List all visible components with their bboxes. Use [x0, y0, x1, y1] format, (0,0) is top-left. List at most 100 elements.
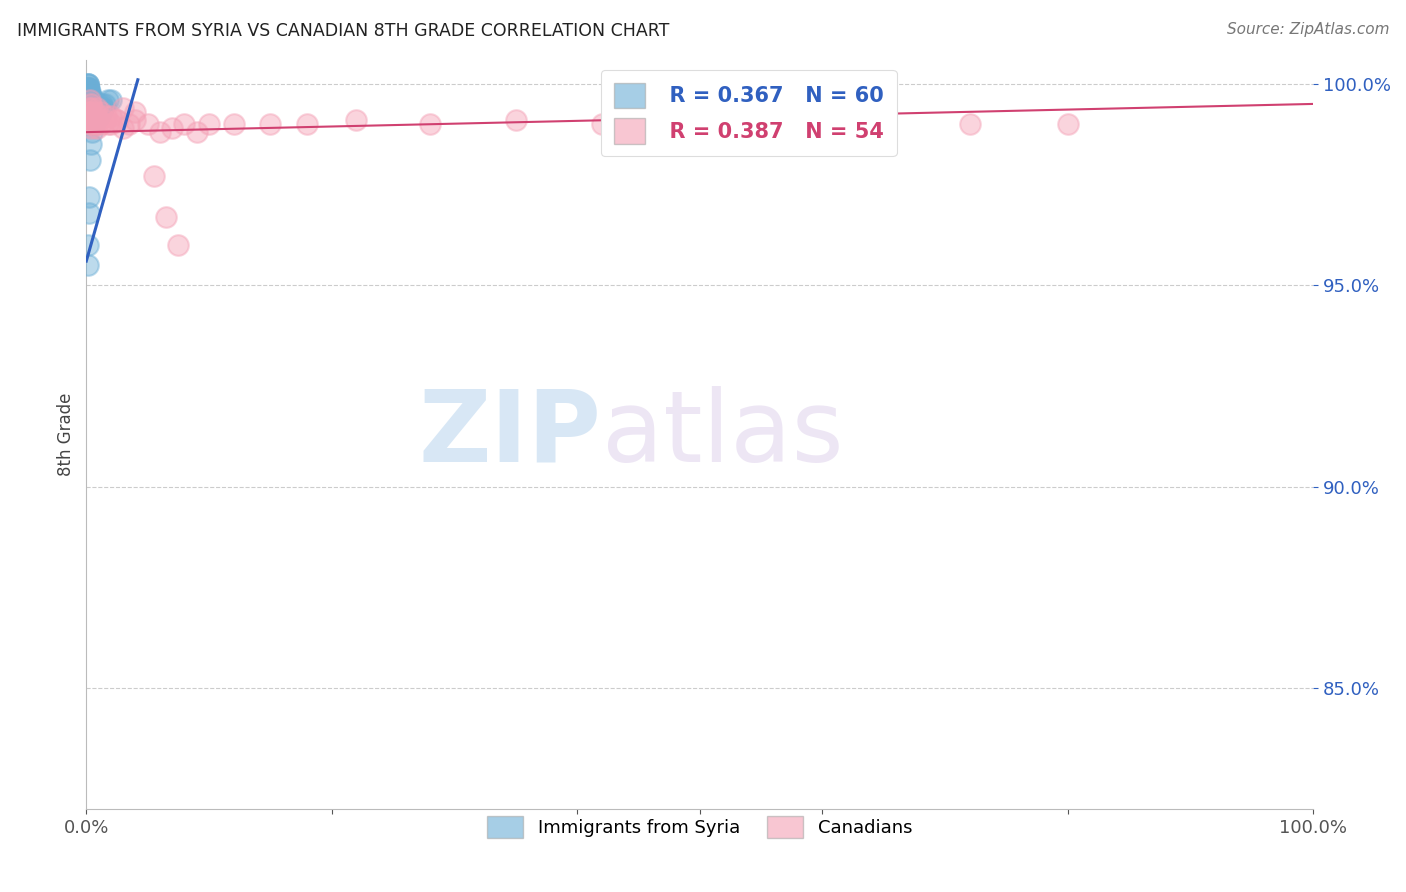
Point	[136, 117, 159, 131]
Point	[82, 93, 104, 107]
Point	[77, 80, 100, 95]
Point	[82, 113, 104, 128]
Point	[76, 88, 98, 103]
Point	[505, 113, 527, 128]
Point	[112, 101, 135, 115]
Point	[82, 97, 104, 112]
Point	[76, 238, 98, 252]
Point	[83, 93, 105, 107]
Point	[90, 117, 112, 131]
Point	[77, 88, 100, 103]
Point	[80, 101, 103, 115]
Point	[80, 121, 103, 136]
Point	[97, 117, 120, 131]
Point	[79, 97, 101, 112]
Point	[97, 93, 120, 107]
Point	[79, 85, 101, 99]
Point	[76, 88, 98, 103]
Point	[167, 238, 190, 252]
Point	[419, 117, 441, 131]
Point	[76, 85, 98, 99]
Point	[86, 121, 108, 136]
Text: Source: ZipAtlas.com: Source: ZipAtlas.com	[1226, 22, 1389, 37]
Point	[295, 117, 318, 131]
Point	[90, 105, 112, 120]
Point	[93, 113, 115, 128]
Text: IMMIGRANTS FROM SYRIA VS CANADIAN 8TH GRADE CORRELATION CHART: IMMIGRANTS FROM SYRIA VS CANADIAN 8TH GR…	[17, 22, 669, 40]
Point	[80, 97, 103, 112]
Point	[80, 105, 103, 120]
Point	[87, 97, 110, 112]
Point	[222, 117, 245, 131]
Point	[77, 93, 100, 107]
Point	[82, 101, 104, 115]
Point	[873, 117, 896, 131]
Point	[82, 101, 104, 115]
Point	[149, 125, 172, 139]
Point	[89, 101, 111, 115]
Point	[77, 189, 100, 203]
Point	[76, 77, 98, 91]
Point	[173, 117, 195, 131]
Point	[79, 105, 101, 120]
Point	[79, 88, 101, 103]
Point	[80, 137, 103, 152]
Text: atlas: atlas	[602, 386, 844, 483]
Point	[90, 105, 112, 120]
Point	[100, 117, 122, 131]
Legend: Immigrants from Syria, Canadians: Immigrants from Syria, Canadians	[479, 809, 920, 845]
Point	[83, 97, 105, 112]
Point	[100, 109, 122, 123]
Point	[83, 117, 105, 131]
Point	[105, 113, 128, 128]
Y-axis label: 8th Grade: 8th Grade	[58, 392, 75, 476]
Point	[77, 97, 100, 112]
Point	[83, 97, 105, 112]
Point	[93, 97, 115, 112]
Point	[83, 113, 105, 128]
Point	[198, 117, 221, 131]
Point	[79, 101, 101, 115]
Point	[79, 93, 101, 107]
Point	[80, 88, 103, 103]
Point	[959, 117, 981, 131]
Point	[91, 97, 114, 112]
Text: ZIP: ZIP	[419, 386, 602, 483]
Point	[79, 93, 101, 107]
Point	[79, 88, 101, 103]
Point	[93, 101, 115, 115]
Point	[76, 80, 98, 95]
Point	[124, 113, 146, 128]
Point	[160, 121, 183, 136]
Point	[76, 258, 98, 272]
Point	[186, 125, 208, 139]
Point	[80, 97, 103, 112]
Point	[76, 113, 98, 128]
Point	[124, 105, 146, 120]
Point	[77, 97, 100, 112]
Point	[86, 101, 108, 115]
Point	[76, 85, 98, 99]
Point	[77, 101, 100, 115]
Point	[77, 205, 100, 219]
Point	[77, 101, 100, 115]
Point	[84, 101, 107, 115]
Point	[86, 101, 108, 115]
Point	[84, 113, 107, 128]
Point	[83, 101, 105, 115]
Point	[87, 109, 110, 123]
Point	[79, 153, 101, 168]
Point	[77, 113, 100, 128]
Point	[77, 85, 100, 99]
Point	[82, 125, 104, 139]
Point	[77, 93, 100, 107]
Point	[689, 117, 711, 131]
Point	[100, 93, 122, 107]
Point	[83, 105, 105, 120]
Point	[83, 117, 105, 131]
Point	[591, 117, 613, 131]
Point	[787, 113, 810, 128]
Point	[94, 109, 117, 123]
Point	[84, 117, 107, 131]
Point	[76, 80, 98, 95]
